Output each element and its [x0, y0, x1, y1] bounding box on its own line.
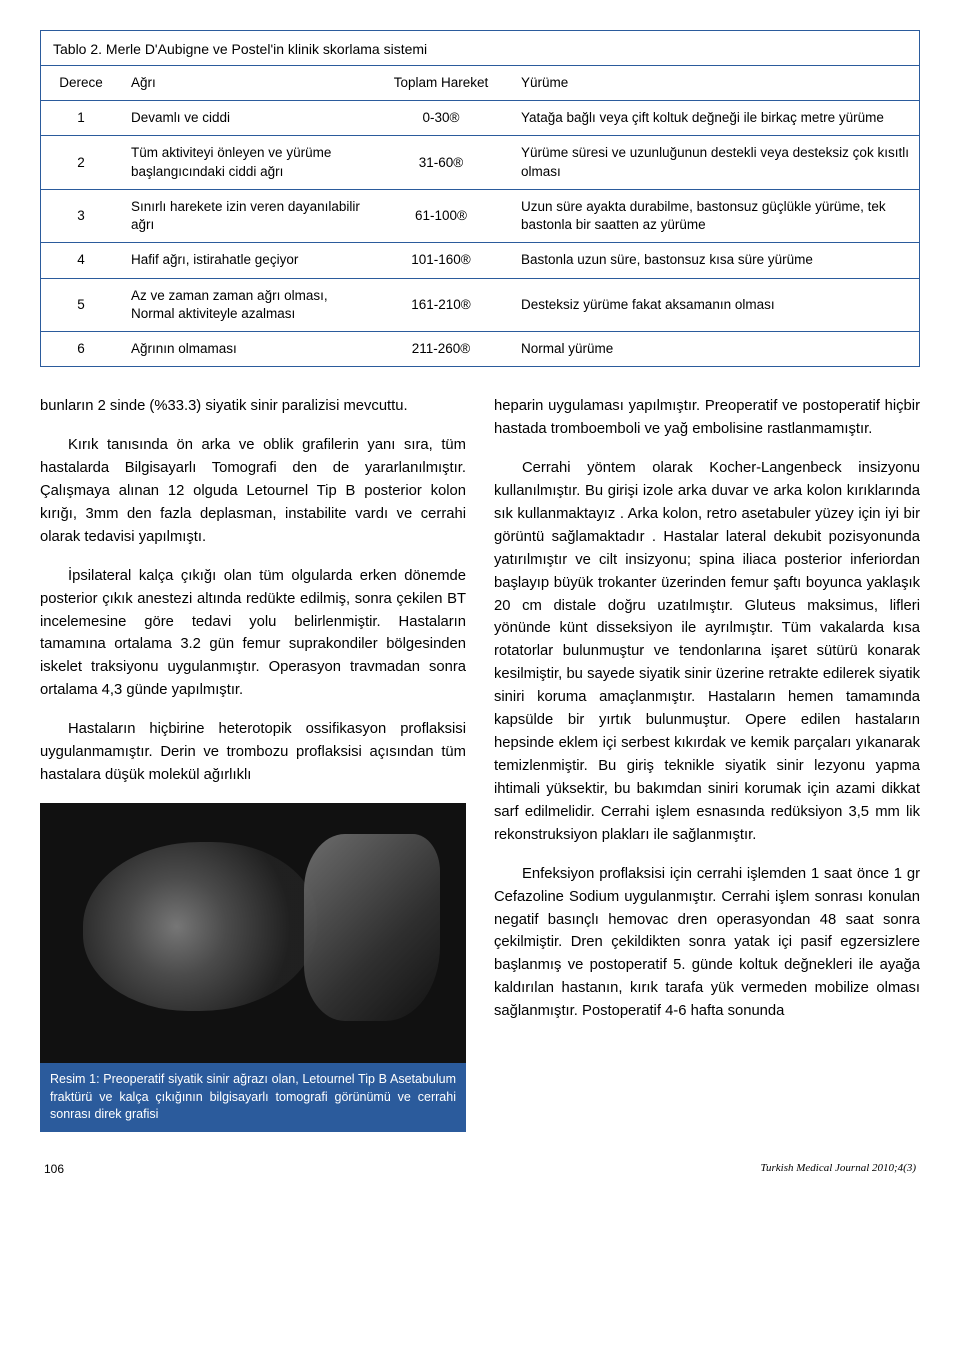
paragraph: Kırık tanısında ön arka ve oblik grafile… — [40, 434, 466, 549]
th-yurume: Yürüme — [511, 66, 919, 101]
table: Derece Ağrı Toplam Hareket Yürüme 1 Deva… — [41, 66, 919, 366]
figure-image — [40, 803, 466, 1063]
table-row: 1 Devamlı ve ciddi 0-30® Yatağa bağlı ve… — [41, 101, 919, 136]
paragraph: İpsilateral kalça çıkığı olan tüm olgula… — [40, 565, 466, 703]
th-derece: Derece — [41, 66, 121, 101]
body-columns: bunların 2 sinde (%33.3) siyatik sinir p… — [40, 395, 920, 1131]
page-number: 106 — [44, 1162, 64, 1176]
table-row: 6 Ağrının olmaması 211-260® Normal yürüm… — [41, 331, 919, 366]
table-row: 5 Az ve zaman zaman ağrı olması, Normal … — [41, 278, 919, 331]
table-row: 4 Hafif ağrı, istirahatle geçiyor 101-16… — [41, 243, 919, 278]
paragraph: Cerrahi yöntem olarak Kocher-Langenbeck … — [494, 457, 920, 847]
paragraph: Enfeksiyon proflaksisi için cerrahi işle… — [494, 863, 920, 1023]
page-footer: 106 Turkish Medical Journal 2010;4(3) — [40, 1162, 920, 1176]
right-column: heparin uygulaması yapılmıştır. Preopera… — [494, 395, 920, 1131]
th-agri: Ağrı — [121, 66, 371, 101]
figure-1: Resim 1: Preoperatif siyatik sinir ağraz… — [40, 803, 466, 1132]
figure-caption: Resim 1: Preoperatif siyatik sinir ağraz… — [40, 1063, 466, 1132]
paragraph: Hastaların hiçbirine heterotopik ossifik… — [40, 718, 466, 787]
left-column: bunların 2 sinde (%33.3) siyatik sinir p… — [40, 395, 466, 1131]
journal-citation: Turkish Medical Journal 2010;4(3) — [760, 1162, 916, 1176]
paragraph: heparin uygulaması yapılmıştır. Preopera… — [494, 395, 920, 441]
table-title: Tablo 2. Merle D'Aubigne ve Postel'in kl… — [41, 31, 919, 66]
table-row: 2 Tüm aktiviteyi önleyen ve yürüme başla… — [41, 136, 919, 189]
scoring-table: Tablo 2. Merle D'Aubigne ve Postel'in kl… — [40, 30, 920, 367]
th-toplam: Toplam Hareket — [371, 66, 511, 101]
table-row: 3 Sınırlı harekete izin veren dayanılabi… — [41, 189, 919, 242]
paragraph: bunların 2 sinde (%33.3) siyatik sinir p… — [40, 395, 466, 418]
